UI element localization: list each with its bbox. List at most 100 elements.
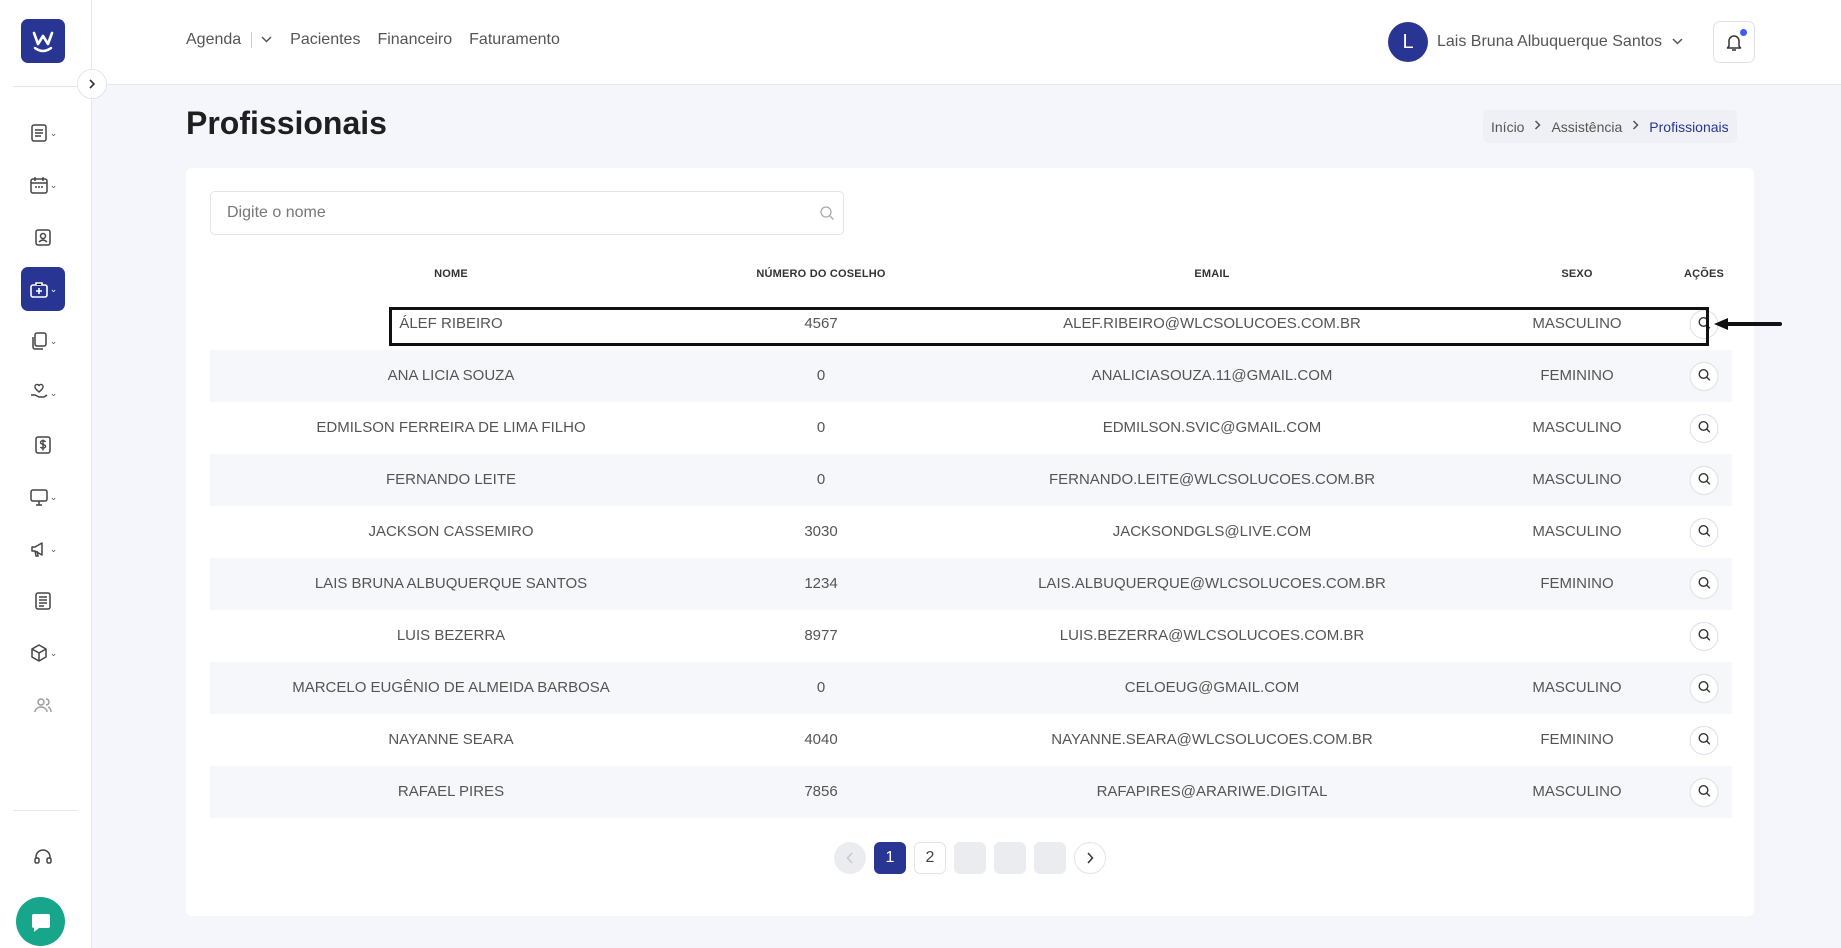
cell-sexo: MASCULINO [1532,783,1622,800]
user-menu[interactable]: L Lais Bruna Albuquerque Santos [1388,22,1683,62]
monitor-icon [29,489,48,506]
view-details-button[interactable] [1689,622,1719,651]
sidebar-toggle-button[interactable] [77,69,107,99]
table-row: NAYANNE SEARA 4040 NAYANNE.SEARA@WLCSOLUCO… [210,714,1732,766]
chevron-right-icon [89,79,96,89]
cell-sexo: MASCULINO [1532,679,1622,696]
sidebar-item-marketing[interactable]: ⌄ [21,527,65,571]
sidebar-item-news[interactable] [21,579,65,623]
chevron-down-icon: ⌄ [49,127,58,138]
chat-button[interactable] [16,897,65,946]
megaphone-icon [30,542,43,557]
cell-conselho: 0 [816,419,826,436]
cell-conselho: 0 [816,679,826,696]
cell-email: ANALICIASOUZA.11@GMAIL.COM [1091,367,1333,384]
view-details-button[interactable] [1689,778,1719,807]
page-placeholder[interactable] [1034,842,1066,874]
cell-email: LUIS.BEZERRA@WLCSOLUCOES.COM.BR [1059,627,1365,644]
chevron-down-icon: ⌄ [49,387,58,398]
cell-conselho: 3030 [804,523,838,540]
main-nav: Agenda Pacientes Financeiro Faturamento [186,31,577,49]
chevron-right-icon [1534,120,1542,133]
view-details-button[interactable] [1689,466,1719,495]
table-row: ÁLEF RIBEIRO 4567 ALEF.RIBEIRO@WLCSOLUCOES… [210,298,1732,350]
cell-conselho: 0 [816,367,826,384]
view-details-button[interactable] [1689,362,1719,391]
cell-email: CELOEUG@GMAIL.COM [1124,679,1300,696]
view-details-button[interactable] [1689,570,1719,599]
nav-faturamento[interactable]: Faturamento [469,31,560,48]
chevron-down-icon[interactable] [261,34,272,46]
nav-pacientes[interactable]: Pacientes [290,31,361,48]
id-badge-icon [35,229,51,246]
sidebar-item-support[interactable] [21,835,65,879]
column-email[interactable]: EMAIL [1194,268,1230,280]
sidebar-item-finance[interactable] [21,423,65,467]
previous-page-button[interactable] [834,842,866,874]
cell-sexo: FEMININO [1540,367,1614,384]
search-input[interactable] [211,192,801,234]
cell-conselho: 4040 [804,731,838,748]
page-2-button[interactable]: 2 [914,842,946,874]
breadcrumb: Início Assistência Profissionais [1483,110,1737,143]
breadcrumb-inicio[interactable]: Início [1491,118,1525,135]
page-1-button[interactable]: 1 [874,842,906,874]
view-details-button[interactable] [1689,674,1719,703]
cell-sexo: FEMININO [1540,575,1614,592]
table-row: RAFAEL PIRES 7856 RAFAPIRES@ARARIWE.DIGITA… [210,766,1732,818]
documents-icon [31,332,47,350]
search-icon [1697,472,1711,490]
sidebar-item-assistencia[interactable]: ⌄ [21,267,65,311]
sidebar-item-documents[interactable]: ⌄ [21,319,65,363]
cell-nome: LAIS BRUNA ALBUQUERQUE SANTOS [314,575,588,592]
professionals-card: NOME NÚMERO DO COSELHO EMAIL SEXO AÇÕES … [186,168,1754,916]
search-icon [1697,784,1711,802]
search-icon[interactable] [819,205,835,226]
chevron-down-icon: ⌄ [49,335,58,346]
page-placeholder[interactable] [994,842,1026,874]
user-name: Lais Bruna Albuquerque Santos [1437,33,1663,50]
sidebar: ⌄ ⌄ ⌄ ⌄ ⌄ ⌄ ⌄ ⌄ [0,0,92,948]
search-icon [1697,732,1711,750]
nav-financeiro[interactable]: Financeiro [377,31,453,48]
sidebar-item-inventory[interactable]: ⌄ [21,631,65,675]
cell-email: FERNANDO.LEITE@WLCSOLUCOES.COM.BR [1048,471,1376,488]
cell-sexo: MASCULINO [1532,471,1622,488]
cell-conselho: 8977 [804,627,838,644]
app-logo[interactable] [21,19,65,63]
sidebar-item-users[interactable] [21,683,65,727]
search-icon [1697,680,1711,698]
column-nome[interactable]: NOME [434,268,468,280]
chevron-left-icon [846,852,853,864]
box-icon [30,644,47,662]
page-title: Profissionais [186,105,387,141]
view-details-button[interactable] [1689,726,1719,755]
dollar-icon [35,436,51,454]
breadcrumb-assistencia[interactable]: Assistência [1551,118,1623,135]
search-icon [1697,628,1711,646]
users-icon [34,698,52,713]
sidebar-divider [13,86,77,87]
next-page-button[interactable] [1074,842,1106,874]
view-details-button[interactable] [1689,518,1719,547]
cell-email: JACKSONDGLS@LIVE.COM [1112,523,1312,540]
column-numero-conselho[interactable]: NÚMERO DO COSELHO [756,268,886,280]
sidebar-item-care[interactable]: ⌄ [21,371,65,415]
notifications-button[interactable] [1713,21,1755,63]
sidebar-item-calendar[interactable]: ⌄ [21,163,65,207]
medical-kit-icon [29,282,48,298]
sidebar-item-badge[interactable] [21,215,65,259]
sidebar-item-records[interactable]: ⌄ [21,111,65,155]
page-placeholder[interactable] [954,842,986,874]
cell-email: NAYANNE.SEARA@WLCSOLUCOES.COM.BR [1051,731,1373,748]
chevron-down-icon: ⌄ [49,179,58,190]
cell-email: LAIS.ALBUQUERQUE@WLCSOLUCOES.COM.BR [1038,575,1386,592]
column-sexo[interactable]: SEXO [1561,268,1593,280]
table-row: ANA LICIA SOUZA 0 ANALICIASOUZA.11@GMAIL.C… [210,350,1732,402]
view-details-button[interactable] [1689,414,1719,443]
nav-agenda[interactable]: Agenda [186,31,242,48]
table-body: ÁLEF RIBEIRO 4567 ALEF.RIBEIRO@WLCSOLUCOES… [210,298,1732,818]
table-header: NOME NÚMERO DO COSELHO EMAIL SEXO AÇÕES [210,268,1732,298]
sidebar-item-monitor[interactable]: ⌄ [21,475,65,519]
chevron-right-icon [1087,852,1094,864]
